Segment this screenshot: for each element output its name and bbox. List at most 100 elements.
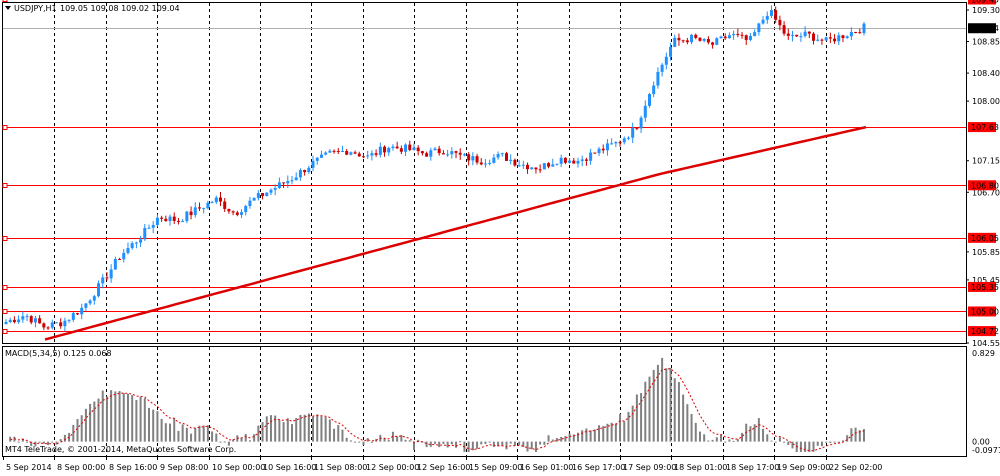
level-price-badge: [968, 326, 996, 337]
candle-body: [774, 10, 778, 20]
macd-axis-label: -0.0971: [972, 446, 1000, 455]
macd-bar: [606, 423, 609, 442]
candle-body: [509, 159, 513, 161]
candle-body: [820, 39, 824, 41]
candle-body: [454, 151, 458, 153]
level-price-badge: [968, 281, 996, 292]
macd-bar: [97, 398, 100, 442]
macd-bar: [148, 407, 150, 442]
candle-body: [71, 313, 75, 320]
candle-body: [803, 31, 807, 37]
level-handle[interactable]: [2, 309, 8, 314]
ohlc-label: 109.05 109.08 109.02 109.04: [60, 4, 180, 13]
macd-bar: [89, 403, 92, 442]
macd-bar: [589, 430, 592, 442]
candle-body: [265, 192, 269, 196]
candle-body: [193, 207, 197, 216]
candle-body: [698, 37, 702, 41]
macd-bar: [581, 430, 584, 442]
candle-body: [101, 277, 105, 284]
macd-bar: [715, 437, 718, 442]
candle-body: [185, 211, 189, 222]
level-price-label: 105.35: [971, 283, 999, 292]
macd-bar: [753, 424, 756, 442]
candle-body: [572, 160, 576, 164]
level-handle[interactable]: [2, 329, 8, 334]
macd-bar: [244, 433, 247, 442]
candle-body: [841, 35, 845, 39]
level-handle[interactable]: [2, 125, 8, 130]
level-price-label: 106.05: [971, 234, 999, 243]
level-handle[interactable]: [2, 236, 8, 241]
macd-bar: [816, 441, 819, 446]
macd-bar: [190, 433, 193, 442]
macd-bar: [808, 441, 811, 452]
macd-bar: [648, 376, 651, 442]
candle-body: [488, 162, 492, 164]
candle-body: [580, 159, 584, 161]
candle-body: [736, 33, 740, 35]
main-chart-panel[interactable]: [2, 2, 967, 344]
candle-body: [38, 318, 42, 324]
macd-bar: [47, 441, 50, 446]
macd-bar: [572, 434, 575, 442]
candle-body: [542, 163, 546, 170]
macd-bar: [476, 441, 479, 449]
price-label: 108.40: [972, 69, 1000, 78]
level-price-badge: [968, 122, 996, 133]
macd-panel[interactable]: [2, 346, 967, 457]
macd-bar: [635, 394, 638, 442]
candle-body: [631, 127, 635, 138]
price-label: 106.70: [972, 188, 1000, 197]
candle-body: [17, 319, 21, 323]
macd-bar: [720, 434, 722, 442]
candle-body: [269, 189, 273, 193]
candle-body: [303, 170, 307, 173]
macd-bar: [438, 441, 441, 448]
macd-bar: [518, 441, 521, 445]
macd-bar: [547, 435, 550, 442]
candle-body: [29, 316, 33, 323]
candle-body: [248, 200, 252, 207]
time-label: 12 Sep 16:00: [417, 463, 470, 472]
macd-bar: [682, 394, 685, 442]
candle-body: [677, 37, 681, 41]
macd-bar: [299, 414, 302, 442]
macd-bar: [240, 437, 243, 442]
candle-body: [441, 153, 445, 155]
macd-bar: [804, 441, 807, 452]
candle-body: [778, 19, 782, 26]
macd-bar: [333, 428, 336, 442]
candle-body: [59, 322, 63, 327]
candle-body: [702, 38, 706, 41]
candle-body: [723, 36, 727, 39]
time-axis: 5 Sep 2014 8 Sep 00:00 8 Sep 16:00 9 Sep 08…: [3, 456, 882, 472]
candle-body: [715, 38, 719, 45]
candle-body: [378, 146, 382, 155]
candle-body: [252, 197, 256, 201]
candle-body: [395, 146, 399, 149]
candle-body: [652, 85, 656, 95]
candle-body: [496, 153, 500, 158]
candle-body: [122, 252, 126, 260]
level-price-badge: [968, 306, 996, 317]
macd-bar: [143, 398, 146, 442]
macd-bar: [105, 396, 108, 442]
macd-bar: [400, 435, 403, 442]
vertical-grid: [54, 3, 827, 456]
level-handle[interactable]: [2, 0, 8, 2]
candle-body: [336, 150, 340, 152]
macd-bar: [480, 441, 483, 445]
level-handle[interactable]: [2, 183, 8, 188]
level-handle[interactable]: [2, 285, 8, 290]
macd-bar: [337, 425, 340, 442]
chevron-down-icon[interactable]: [5, 6, 11, 10]
macd-bar: [198, 425, 201, 442]
candle-body: [530, 167, 534, 170]
macd-bar: [63, 434, 66, 442]
candle-body: [458, 152, 462, 155]
time-label: 9 Sep 08:00: [160, 463, 208, 472]
level-price-label: 109.45: [971, 0, 999, 4]
macd-bar: [110, 390, 113, 442]
